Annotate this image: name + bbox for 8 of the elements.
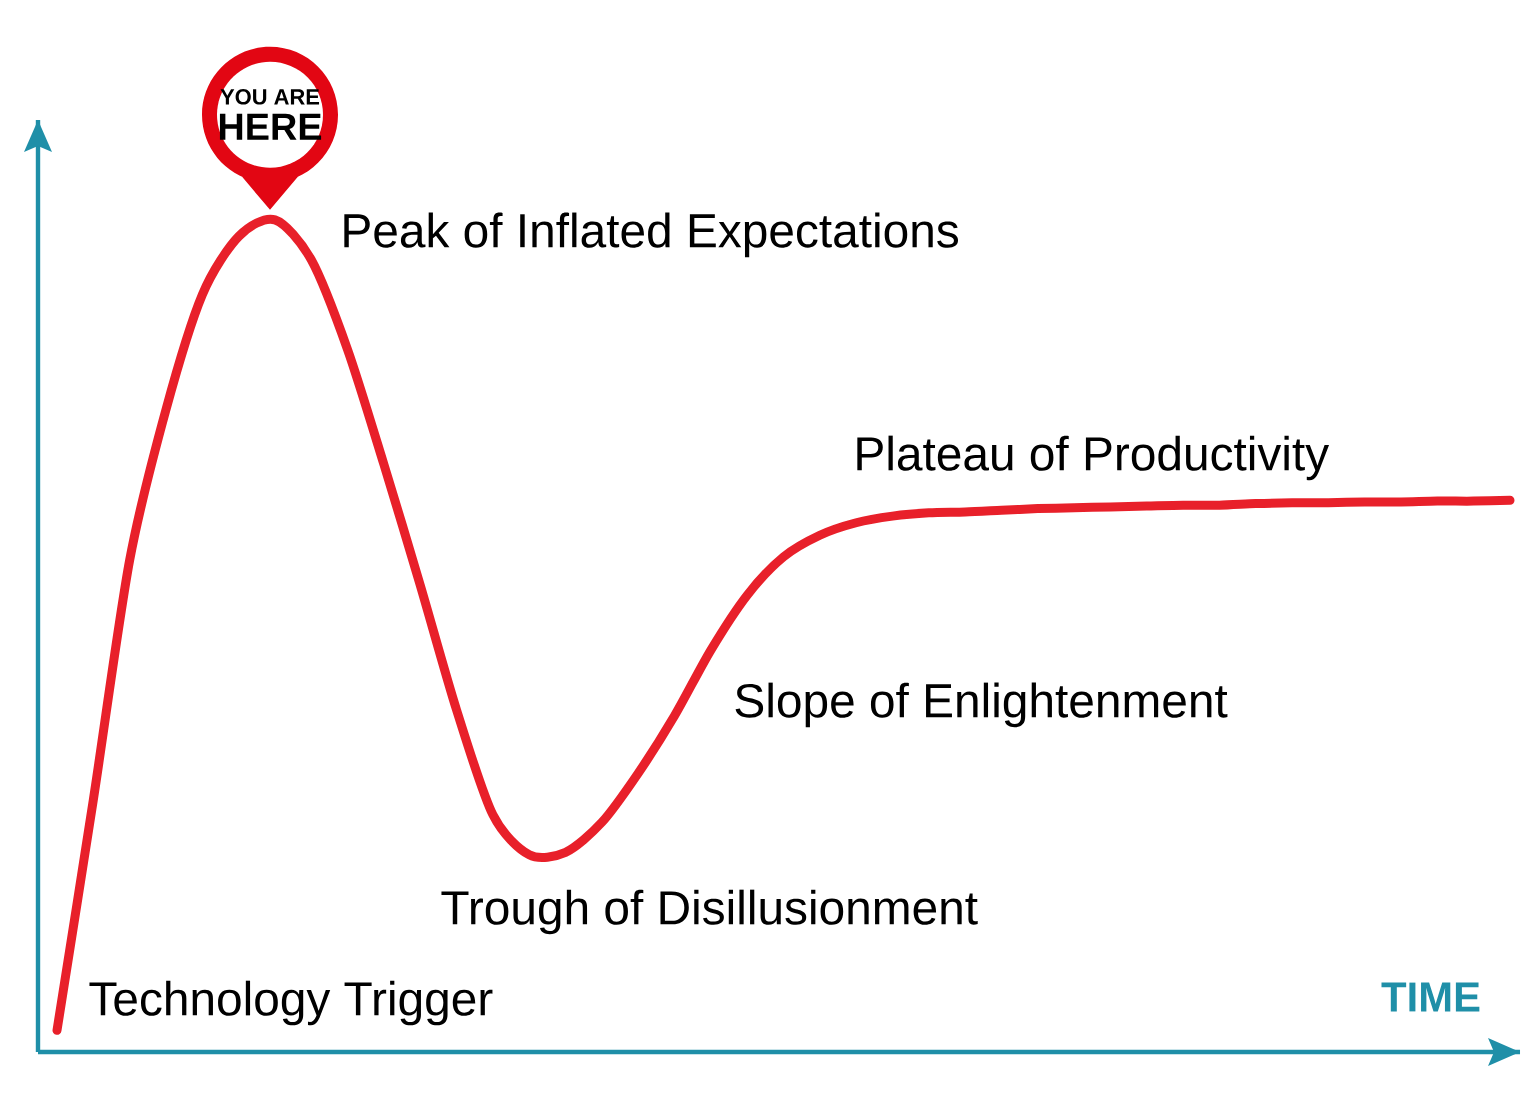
annotation: Peak of Inflated Expectations [344, 212, 959, 258]
annotation: Plateau of Productivity [857, 435, 1330, 481]
x-axis-title: TIME [1381, 982, 1480, 1012]
annotation: Trough of Disillusionment [441, 889, 978, 935]
text: YOU ARE [220, 89, 320, 105]
annotation: Technology Trigger [89, 980, 493, 1026]
text: HERE [219, 113, 322, 140]
annotation: Slope of Enlightenment [735, 682, 1228, 728]
